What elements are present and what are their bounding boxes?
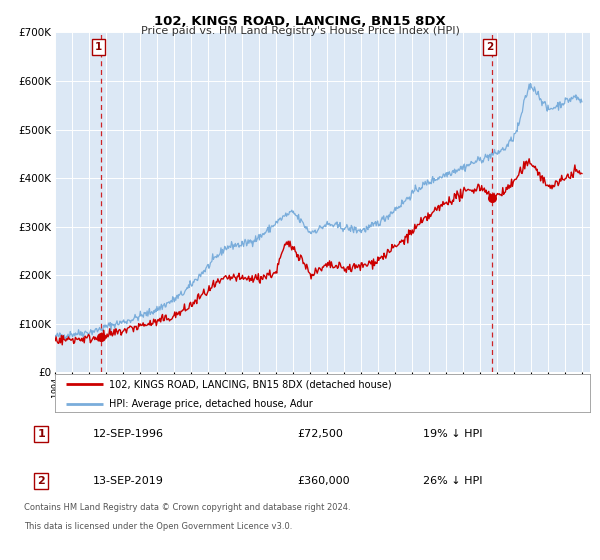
Text: This data is licensed under the Open Government Licence v3.0.: This data is licensed under the Open Gov… — [24, 522, 292, 531]
Text: Price paid vs. HM Land Registry's House Price Index (HPI): Price paid vs. HM Land Registry's House … — [140, 26, 460, 36]
Text: 19% ↓ HPI: 19% ↓ HPI — [423, 429, 482, 438]
Text: 2: 2 — [486, 42, 493, 52]
Text: 13-SEP-2019: 13-SEP-2019 — [92, 477, 163, 486]
Text: 1: 1 — [95, 42, 103, 52]
Text: 26% ↓ HPI: 26% ↓ HPI — [423, 477, 482, 486]
Text: 102, KINGS ROAD, LANCING, BN15 8DX: 102, KINGS ROAD, LANCING, BN15 8DX — [154, 15, 446, 27]
Text: £360,000: £360,000 — [298, 477, 350, 486]
Text: HPI: Average price, detached house, Adur: HPI: Average price, detached house, Adur — [109, 399, 313, 409]
Text: 1: 1 — [37, 429, 45, 438]
Text: 2: 2 — [37, 477, 45, 486]
Text: Contains HM Land Registry data © Crown copyright and database right 2024.: Contains HM Land Registry data © Crown c… — [24, 503, 350, 512]
Text: £72,500: £72,500 — [298, 429, 343, 438]
Text: 12-SEP-1996: 12-SEP-1996 — [92, 429, 163, 438]
Text: 102, KINGS ROAD, LANCING, BN15 8DX (detached house): 102, KINGS ROAD, LANCING, BN15 8DX (deta… — [109, 379, 391, 389]
